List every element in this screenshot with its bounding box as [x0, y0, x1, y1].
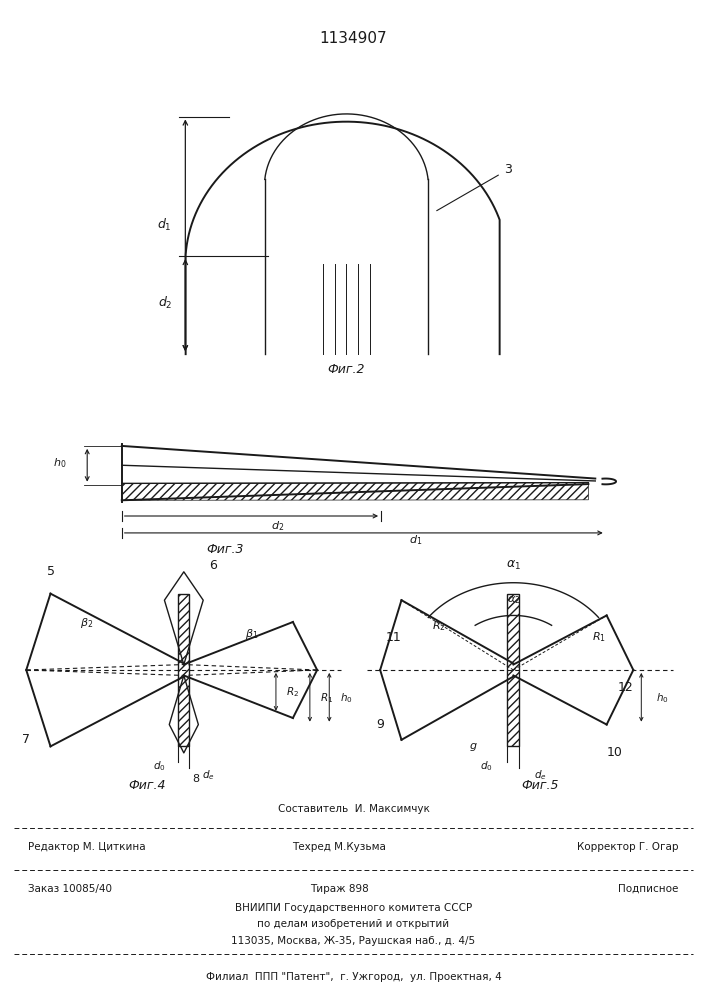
Bar	[508, 594, 520, 746]
Bar	[178, 594, 189, 746]
Text: $\alpha_2$: $\alpha_2$	[507, 594, 520, 606]
Text: $R_2$: $R_2$	[432, 619, 445, 633]
Text: 3: 3	[437, 163, 511, 211]
Text: Редактор М. Циткина: Редактор М. Циткина	[28, 842, 146, 852]
Text: Техред М.Кузьма: Техред М.Кузьма	[293, 842, 386, 852]
Text: 1134907: 1134907	[320, 31, 387, 46]
Text: 12: 12	[617, 681, 633, 694]
Text: 7: 7	[22, 733, 30, 746]
Text: $d_1$: $d_1$	[158, 217, 173, 233]
Text: 11: 11	[385, 631, 402, 644]
Text: 6: 6	[209, 559, 217, 572]
Text: Заказ 10085/40: Заказ 10085/40	[28, 884, 112, 894]
Text: $R_2$: $R_2$	[286, 685, 300, 699]
Bar	[178, 594, 189, 746]
Text: $d_0$: $d_0$	[480, 759, 493, 773]
Text: $R_1$: $R_1$	[592, 630, 606, 644]
Text: Фиг.3: Фиг.3	[206, 543, 244, 556]
Text: Фиг.2: Фиг.2	[327, 363, 366, 376]
Text: Подписное: Подписное	[619, 884, 679, 894]
Text: Составитель  И. Максимчук: Составитель И. Максимчук	[278, 804, 429, 814]
Text: $h_0$: $h_0$	[656, 691, 669, 705]
Text: $h_0$: $h_0$	[53, 456, 66, 470]
Text: Фиг.4: Фиг.4	[129, 779, 166, 792]
Text: Филиал  ППП "Патент",  г. Ужгород,  ул. Проектная, 4: Филиал ППП "Патент", г. Ужгород, ул. Про…	[206, 972, 501, 982]
Text: $h_0$: $h_0$	[340, 691, 353, 705]
Text: 9: 9	[376, 718, 384, 731]
Text: Корректор Г. Огар: Корректор Г. Огар	[577, 842, 679, 852]
Text: $\alpha_1$: $\alpha_1$	[506, 559, 521, 572]
Text: $d_0$: $d_0$	[153, 759, 166, 773]
Text: $R_1$: $R_1$	[320, 691, 334, 705]
Text: Фиг.5: Фиг.5	[521, 779, 559, 792]
Text: Тираж 898: Тираж 898	[310, 884, 369, 894]
Text: $d_e$: $d_e$	[534, 768, 547, 782]
Text: 10: 10	[607, 746, 623, 759]
Text: $d_1$: $d_1$	[409, 533, 422, 547]
Text: 8: 8	[192, 774, 199, 784]
Text: 5: 5	[47, 565, 54, 578]
Text: $d_2$: $d_2$	[271, 519, 284, 533]
Text: $d_e$: $d_e$	[201, 768, 214, 782]
Text: по делам изобретений и открытий: по делам изобретений и открытий	[257, 919, 450, 929]
Text: $d_2$: $d_2$	[158, 294, 172, 311]
Polygon shape	[122, 483, 588, 500]
Text: 113035, Москва, Ж-35, Раушская наб., д. 4/5: 113035, Москва, Ж-35, Раушская наб., д. …	[231, 936, 476, 946]
Text: ВНИИПИ Государственного комитета СССР: ВНИИПИ Государственного комитета СССР	[235, 903, 472, 913]
Text: $\beta_1$: $\beta_1$	[245, 627, 258, 641]
Text: $\beta_2$: $\beta_2$	[80, 616, 93, 630]
Bar	[508, 594, 520, 746]
Text: g: g	[470, 741, 477, 751]
